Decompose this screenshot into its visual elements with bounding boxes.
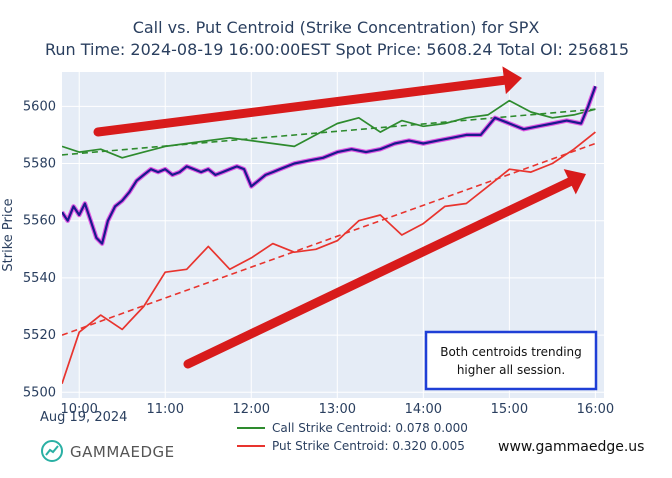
annotation-line-1: Both centroids trending	[440, 345, 582, 359]
brand-logo-icon	[41, 440, 63, 462]
series-line-3	[62, 142, 596, 336]
series-line-4	[62, 85, 597, 245]
upper-trend-arrow-head	[502, 66, 522, 95]
x-axis-date-label: Aug 19, 2024	[40, 410, 127, 425]
x-tick-label: 16:00	[577, 402, 614, 417]
annotation-line-2: higher all session.	[457, 363, 565, 377]
chart-subtitle: Run Time: 2024-08-19 16:00:00EST Spot Pr…	[45, 40, 629, 59]
upper-trend-arrow	[93, 66, 522, 137]
x-axis: 10:00 11:00 12:00 13:00 14:00 15:00 16:00	[60, 402, 614, 417]
annotation-box: Both centroids trending higher all sessi…	[424, 330, 598, 391]
brand-logo-chart-icon	[45, 445, 59, 456]
lower-trend-arrow-shaft	[183, 177, 575, 369]
brand-logo: GAMMAEDGE	[41, 440, 175, 462]
annotation-border	[424, 330, 598, 391]
y-tick-label: 5580	[23, 157, 56, 172]
legend-label-call: Call Strike Centroid: 0.078 0.000	[272, 421, 468, 435]
x-tick-label: 11:00	[147, 402, 184, 417]
y-tick-label: 5600	[23, 99, 56, 114]
brand-name: GAMMAEDGE	[70, 443, 175, 461]
x-tick-label: 10:00	[60, 402, 97, 417]
lower-trend-arrow	[183, 169, 586, 369]
series-line-1	[62, 131, 596, 384]
x-tick-label: 15:00	[491, 402, 528, 417]
trend-arrows	[93, 66, 586, 369]
y-tick-label: 5540	[23, 271, 56, 286]
y-axis: 5500 5520 5540 5560 5580 5600	[23, 99, 56, 400]
x-tick-label: 14:00	[405, 402, 442, 417]
upper-trend-arrow-shaft	[93, 75, 509, 137]
lower-trend-arrow-head	[563, 169, 586, 195]
chart-title: Call vs. Put Centroid (Strike Concentrat…	[133, 18, 540, 37]
x-tick-label: 12:00	[233, 402, 270, 417]
y-tick-label: 5560	[23, 214, 56, 229]
y-tick-label: 5500	[23, 385, 56, 400]
legend: Call Strike Centroid: 0.078 0.000 Put St…	[237, 421, 468, 453]
y-axis-label: Strike Price	[1, 198, 16, 271]
legend-label-put: Put Strike Centroid: 0.320 0.005	[272, 439, 465, 453]
series-layer	[62, 85, 598, 384]
y-tick-label: 5520	[23, 328, 56, 343]
x-tick-label: 13:00	[319, 402, 356, 417]
brand-url: www.gammaedge.us	[498, 439, 644, 455]
series-line-0	[62, 99, 596, 159]
